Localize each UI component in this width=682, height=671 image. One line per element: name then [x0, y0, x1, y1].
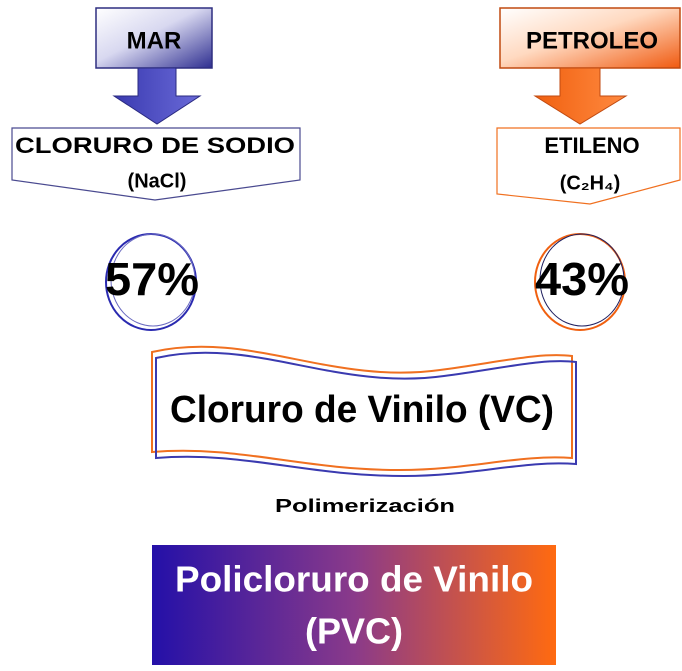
- share-label: 57%: [105, 253, 199, 305]
- source-label: PETROLEO: [526, 27, 658, 54]
- compound-label: ETILENO: [544, 133, 639, 158]
- product-box: [152, 545, 556, 665]
- compound-box: [496, 127, 681, 205]
- process-label: Polimerización: [275, 496, 455, 516]
- banner-outline: [155, 351, 577, 478]
- share-circle: [110, 233, 196, 327]
- product-label: Policloruro de Vinilo: [175, 559, 533, 600]
- banner: [151, 345, 573, 472]
- arrow: [112, 67, 202, 125]
- product-label: (PVC): [305, 611, 403, 652]
- share-label: 43%: [535, 253, 629, 305]
- formula-label: (C₂H₄): [560, 172, 621, 194]
- source-label: MAR: [127, 27, 182, 54]
- arrow: [533, 67, 628, 125]
- formula-label: (NaCl): [128, 170, 187, 192]
- share-circle: [539, 233, 625, 327]
- compound-box: [11, 127, 301, 201]
- compound-label: CLORURO DE SODIO: [15, 133, 295, 158]
- intermediate-label: Cloruro de Vinilo (VC): [170, 389, 554, 431]
- source-box: [95, 7, 213, 69]
